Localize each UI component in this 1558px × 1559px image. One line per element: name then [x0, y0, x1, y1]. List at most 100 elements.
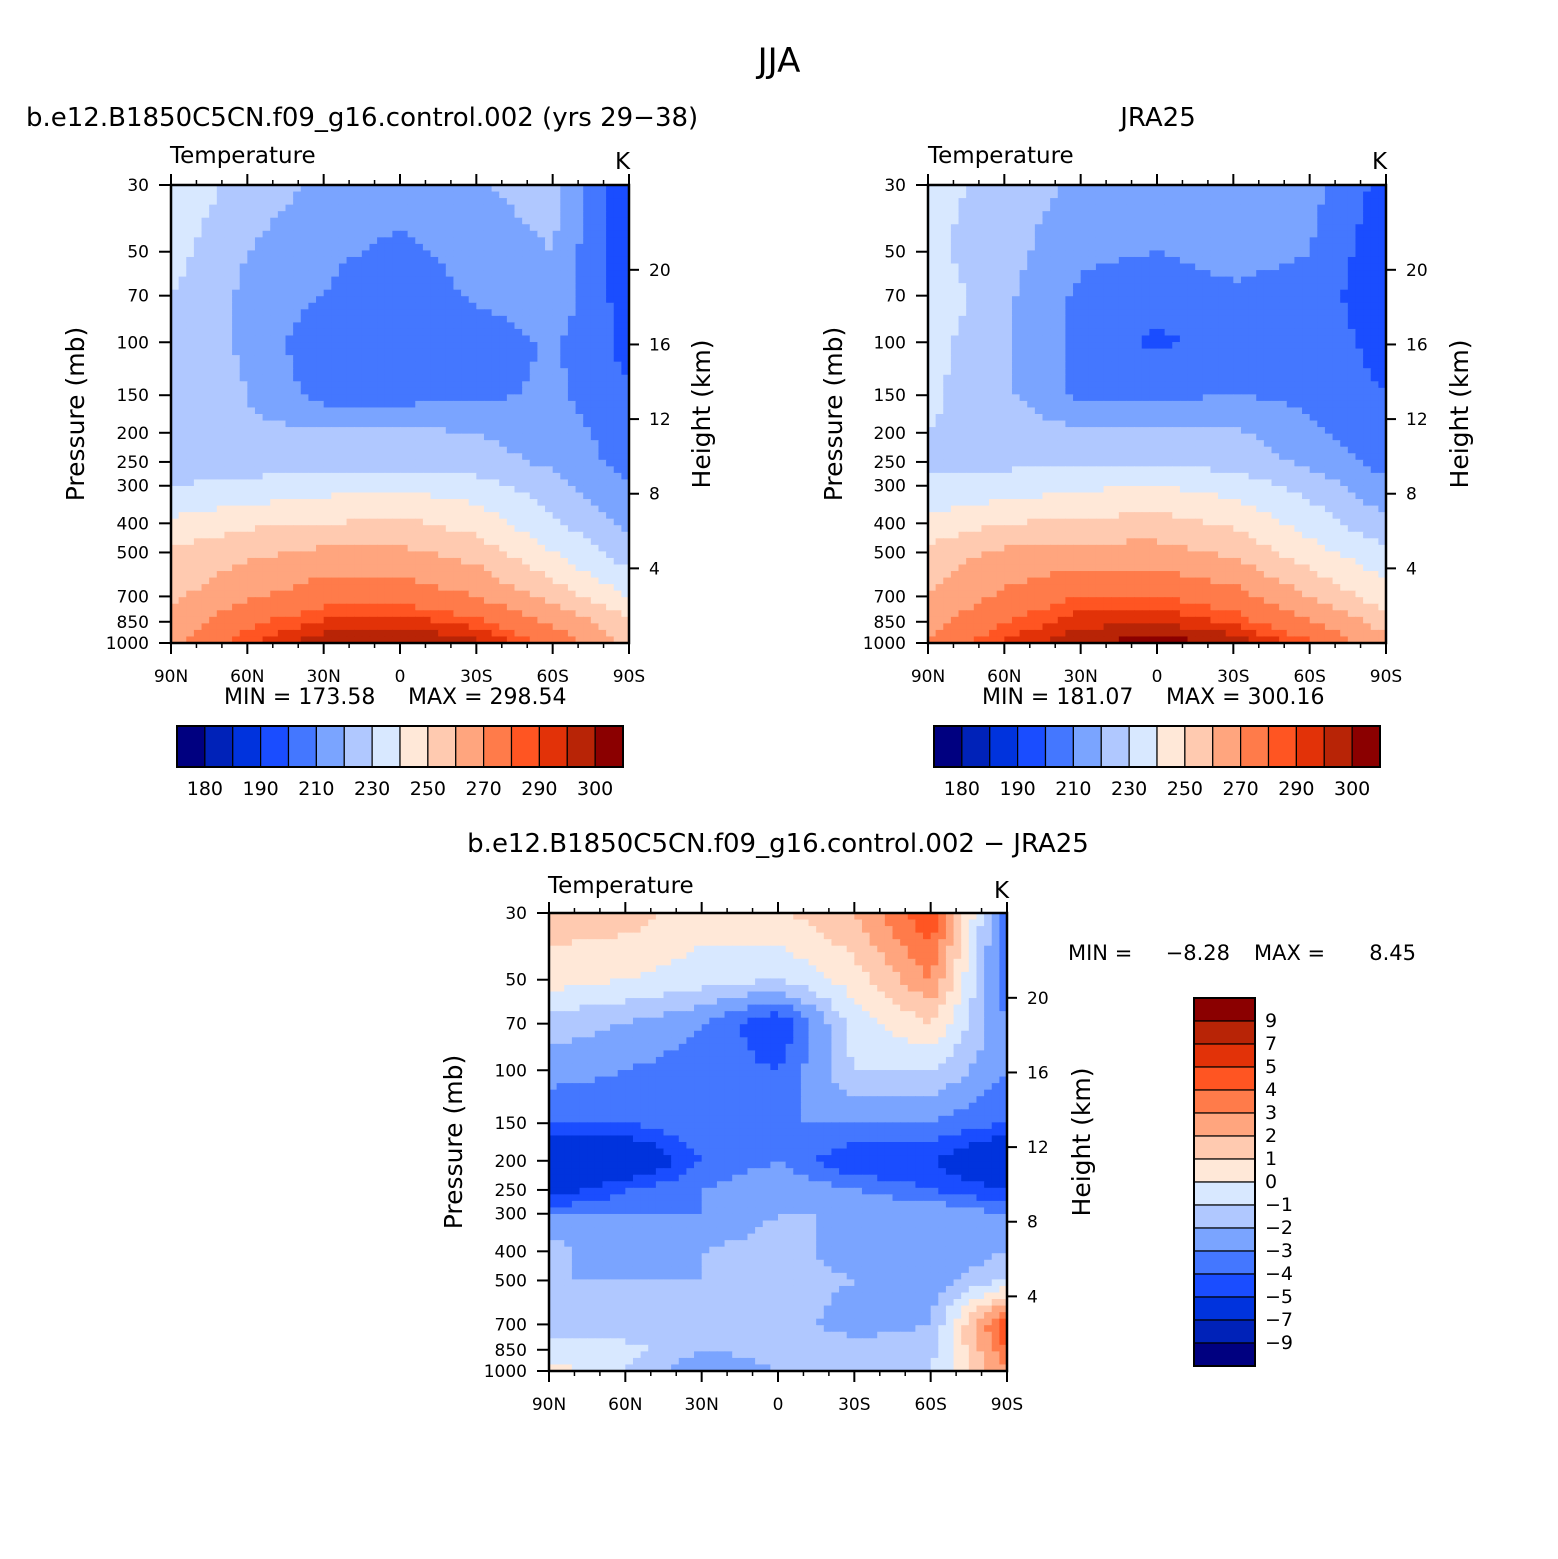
- field-cell: [1080, 191, 1089, 199]
- field-cell: [346, 629, 355, 638]
- field-cell: [483, 381, 493, 389]
- field-cell: [262, 328, 271, 337]
- field-cell: [476, 531, 485, 539]
- field-cell: [216, 610, 226, 618]
- field-cell: [247, 230, 256, 238]
- field-cell: [560, 289, 569, 297]
- field-cell: [1157, 204, 1166, 212]
- field-cell: [438, 348, 447, 356]
- field-cell: [422, 414, 432, 422]
- field-cell: [247, 512, 256, 520]
- field-cell: [316, 211, 325, 219]
- field-cell: [1034, 204, 1044, 212]
- field-cell: [277, 276, 287, 284]
- field-cell: [1034, 243, 1044, 252]
- field-cell: [270, 217, 279, 225]
- field-cell: [354, 309, 363, 317]
- field-cell: [216, 433, 226, 441]
- field-cell: [567, 420, 577, 428]
- field-cell: [430, 571, 439, 579]
- field-cell: [1340, 191, 1349, 199]
- field-cell: [1111, 191, 1120, 199]
- field-cell: [186, 191, 195, 199]
- field-cell: [422, 348, 432, 356]
- field-cell: [445, 610, 455, 618]
- field-cell: [522, 368, 531, 376]
- field-cell: [300, 459, 309, 467]
- field-cell: [621, 571, 630, 579]
- field-cell: [392, 485, 401, 494]
- field-cell: [1034, 185, 1044, 193]
- field-cell: [361, 361, 371, 369]
- field-cell: [308, 472, 317, 481]
- field-cell: [323, 309, 332, 317]
- field-cell: [300, 361, 309, 369]
- field-cell: [598, 590, 607, 598]
- field-cell: [247, 335, 256, 343]
- colorbar-swatch: [176, 725, 206, 768]
- field-cell: [445, 243, 455, 252]
- colorbar-swatch: [427, 725, 457, 768]
- field-cell: [308, 440, 317, 448]
- field-cell: [178, 198, 187, 206]
- field-cell: [430, 531, 439, 539]
- field-cell: [239, 289, 248, 297]
- field-cell: [552, 485, 561, 494]
- field-cell: [1279, 198, 1288, 206]
- field-cell: [590, 296, 600, 304]
- field-cell: [407, 518, 416, 526]
- field-cell: [506, 394, 516, 402]
- field-cell: [193, 407, 203, 415]
- field-cell: [293, 381, 302, 389]
- field-cell: [415, 348, 424, 356]
- field-cell: [1324, 211, 1334, 219]
- field-cell: [270, 623, 279, 631]
- field-cell: [468, 400, 477, 409]
- field-cell: [621, 485, 630, 494]
- field-cell: [606, 204, 615, 212]
- field-cell: [522, 204, 531, 212]
- field-cell: [316, 544, 325, 552]
- field-cell: [209, 355, 218, 363]
- field-cell: [560, 603, 569, 611]
- field-cell: [361, 420, 371, 428]
- field-cell: [606, 479, 615, 487]
- field-cell: [598, 348, 607, 356]
- field-cell: [583, 270, 592, 278]
- field-cell: [499, 466, 508, 474]
- field-cell: [293, 185, 302, 193]
- field-cell: [613, 433, 622, 441]
- field-cell: [537, 211, 546, 219]
- field-cell: [1263, 243, 1273, 252]
- field-cell: [422, 518, 432, 526]
- field-cell: [201, 328, 210, 337]
- field-cell: [193, 512, 203, 520]
- field-cell: [239, 355, 248, 363]
- panel-model-title: b.e12.B1850C5CN.f09_g16.control.002 (yrs…: [26, 103, 698, 133]
- field-cell: [293, 394, 302, 402]
- field-cell: [392, 466, 401, 474]
- field-cell: [1134, 198, 1143, 206]
- field-cell: [476, 381, 485, 389]
- field-cell: [323, 224, 332, 232]
- field-cell: [1088, 243, 1097, 252]
- field-cell: [1019, 243, 1028, 252]
- field-cell: [445, 453, 455, 461]
- field-cell: [491, 328, 500, 337]
- field-cell: [537, 584, 546, 592]
- field-cell: [453, 361, 462, 369]
- field-cell: [1294, 243, 1303, 252]
- field-cell: [506, 505, 516, 513]
- field-cell: [300, 485, 309, 494]
- field-cell: [316, 466, 325, 474]
- field-cell: [590, 571, 600, 579]
- field-cell: [209, 185, 218, 193]
- field-cell: [262, 479, 271, 487]
- field-cell: [323, 472, 332, 481]
- field-cell: [308, 466, 317, 474]
- field-cell: [285, 263, 294, 271]
- field-cell: [621, 433, 630, 441]
- field-cell: [613, 636, 622, 644]
- field-cell: [415, 610, 424, 618]
- field-cell: [415, 198, 424, 206]
